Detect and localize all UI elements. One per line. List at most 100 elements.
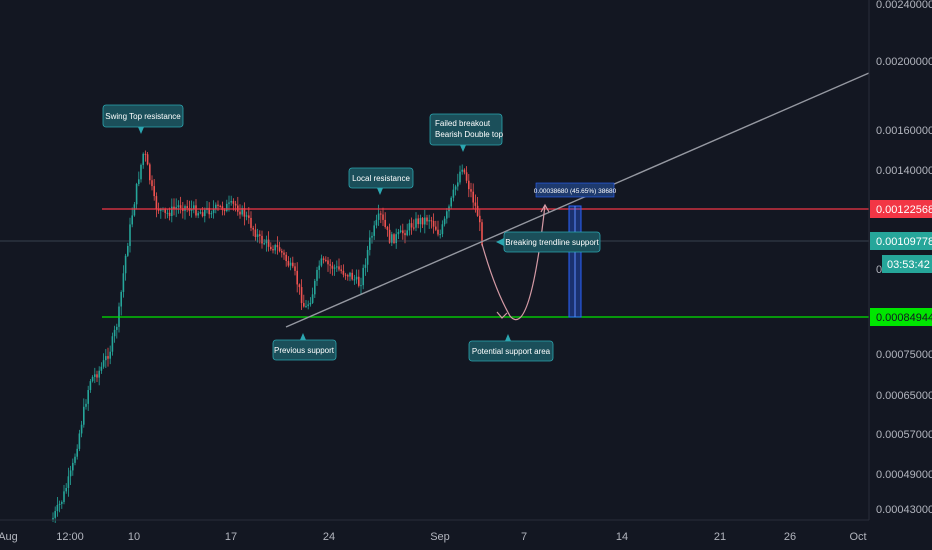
candle-body [217,204,219,206]
callout-potential-support[interactable]: Potential support area [468,334,554,362]
candle-body [133,204,136,216]
candle-body [347,275,349,277]
candle-body [267,239,270,247]
candle-body [138,179,140,184]
measurement-label-bg [535,182,615,198]
candle-body [186,206,188,209]
candle-body [294,266,296,271]
candle-body [331,265,334,269]
candle-body [481,222,483,245]
candle-body [316,269,318,281]
candle-body [340,269,342,271]
candle-body [419,218,422,225]
candle-body [325,259,327,261]
trendline[interactable] [285,72,870,328]
candle-body [426,217,428,222]
candle-body [382,214,384,220]
candle-body [120,291,122,307]
candle-body [63,491,65,502]
price-badge-support-text: 0.00084944 [876,312,932,324]
candle-body [232,201,235,204]
candle-body [166,212,169,214]
callout-swing-top[interactable]: Swing Top resistance [102,104,184,134]
callout-previous-support[interactable]: Previous support [272,333,337,361]
projection-arrow-up [540,203,550,213]
candle-body [285,254,287,262]
candle-body [373,225,375,236]
candle-body [375,219,378,226]
candle-body [281,250,283,253]
candle-body [171,206,173,216]
x-tick-label: 12:00 [56,531,84,543]
callout-breaking-trendline-text: Breaking trendline support [505,238,599,247]
candle-body [309,302,312,305]
candle-body [100,366,103,371]
candle-body [102,360,105,367]
candle-body [122,273,125,292]
candle-body [307,304,309,306]
candle-body [259,234,261,236]
candle-body [175,207,177,209]
candle-body [364,264,367,268]
candle-body [204,209,206,217]
candle-body [415,218,417,228]
candle-body [234,203,237,206]
candle-body [413,227,415,229]
candle-body [479,215,481,223]
callout-failed-breakout[interactable]: Failed breakout Bearish Double top [429,113,504,152]
callout-breaking-trendline[interactable]: Breaking trendline support [496,231,601,253]
candle-body [228,202,230,204]
projection-arrow-down [496,311,508,319]
measurement-label: 0.00038680 (45.65%) 38680 [534,188,617,195]
candle-body [74,456,76,463]
candle-body [404,233,406,236]
candle-body [355,276,358,280]
candle-body [85,403,87,407]
time-axis[interactable]: Aug 12:00 10 17 24 Sep 7 14 21 26 Oct [0,519,869,543]
x-tick-label: Aug [0,531,18,543]
price-badge-support [870,308,932,326]
y-tick-label: 0.00140000 [876,165,932,177]
candle-body [52,517,54,520]
x-tick-label: Sep [430,531,450,543]
candle-body [270,246,272,250]
candle-body [80,424,83,434]
y-tick-label: 0.00043000 [876,504,932,516]
candle-body [265,239,268,244]
candle-body [276,245,279,248]
candle-body [305,305,307,307]
candle-body [344,274,347,276]
candle-body [144,153,147,155]
candle-body [283,252,285,255]
candle-body [155,196,158,209]
candle-body [443,218,446,225]
price-badge-resistance-text: 0.00122568 [876,204,932,216]
candle-body [406,230,408,236]
candle-body [287,261,290,266]
candle-body [195,205,197,216]
candle-body [107,356,109,359]
callout-potential-support-text: Potential support area [472,347,551,356]
candle-body [124,255,127,274]
candle-body [131,215,133,225]
callout-local-resistance[interactable]: Local resistance [348,167,414,195]
candle-body [127,245,129,256]
candle-body [360,285,362,287]
candle-body [94,374,96,377]
candle-body [457,182,459,187]
x-tick-label: 17 [225,531,237,543]
candle-body [322,258,325,260]
candle-body [410,223,413,228]
candle-body [135,183,138,205]
candle-body [391,234,393,243]
price-badge-current [870,232,932,250]
candle-body [230,201,232,203]
candle-body [256,234,259,237]
candle-body [463,169,466,173]
y-tick-label: 0.00075000 [876,349,932,361]
candle-body [179,205,182,209]
callout-failed-breakout-line1: Failed breakout [435,119,491,128]
price-axis[interactable]: 0.00240000 0.00200000 0.00160000 0.00140… [868,0,932,520]
candle-body [69,470,72,477]
